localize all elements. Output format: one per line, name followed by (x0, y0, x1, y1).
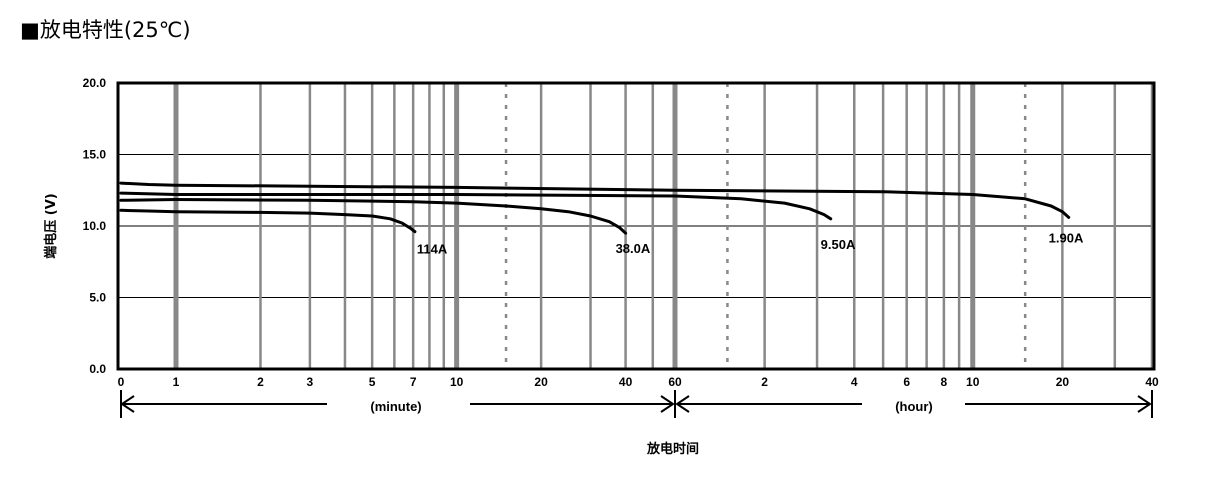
series-line (119, 208, 417, 234)
x-tick-label: 2 (257, 375, 264, 389)
series-line (119, 181, 1071, 219)
x-tick-label: 4 (851, 375, 858, 389)
series-line (119, 198, 628, 235)
x-tick-label: 40 (619, 375, 633, 389)
horizontal-gridlines (118, 154, 1154, 298)
x-tick-labels: 0 1 2 3 5 7 10 20 40 60 2 4 6 8 10 20 40 (118, 375, 1159, 389)
y-tick-labels: 0.0 5.0 10.0 15.0 20.0 (83, 76, 107, 376)
x-tick-label: 8 (941, 375, 948, 389)
vertical-gridlines (173, 83, 1154, 369)
y-tick-label: 0.0 (89, 362, 106, 376)
chart-title: ■放电特性(25℃) (20, 14, 191, 44)
x-tick-label: 40 (1145, 375, 1159, 389)
x-tick-label: 20 (1056, 375, 1070, 389)
y-tick-label: 5.0 (89, 291, 106, 305)
x-tick-label: 10 (450, 375, 464, 389)
hour-range-arrow (675, 390, 1153, 418)
x-tick-label: 7 (410, 375, 417, 389)
x-tick-label: 0 (118, 375, 125, 389)
y-tick-label: 15.0 (83, 148, 107, 162)
x-tick-label: 10 (966, 375, 980, 389)
series-label: 114A (417, 242, 448, 257)
title-square-icon: ■ (20, 18, 40, 42)
y-tick-label: 20.0 (83, 76, 107, 90)
y-axis-label: 端电压 (V) (43, 193, 59, 258)
series-label: 38.0A (616, 241, 651, 256)
x-tick-label: 2 (761, 375, 768, 389)
hour-unit-label: (hour) (895, 399, 933, 414)
y-tick-label: 10.0 (83, 219, 107, 233)
x-tick-label: 1 (173, 375, 180, 389)
series-group: 114A 38.0A 9.50A 1.90A (119, 181, 1084, 257)
series-line (119, 191, 833, 221)
x-axis-label: 放电时间 (646, 441, 699, 457)
x-tick-label: 60 (668, 375, 682, 389)
series-label: 9.50A (821, 237, 856, 252)
plot-frame (116, 81, 1156, 371)
x-tick-label: 6 (903, 375, 910, 389)
x-tick-label: 3 (307, 375, 314, 389)
series-label: 1.90A (1049, 230, 1084, 245)
x-tick-label: 5 (369, 375, 376, 389)
minute-range-arrow (120, 390, 676, 418)
minute-unit-label: (minute) (370, 399, 421, 414)
x-tick-label: 20 (534, 375, 548, 389)
title-text: 放电特性(25℃) (39, 18, 191, 42)
